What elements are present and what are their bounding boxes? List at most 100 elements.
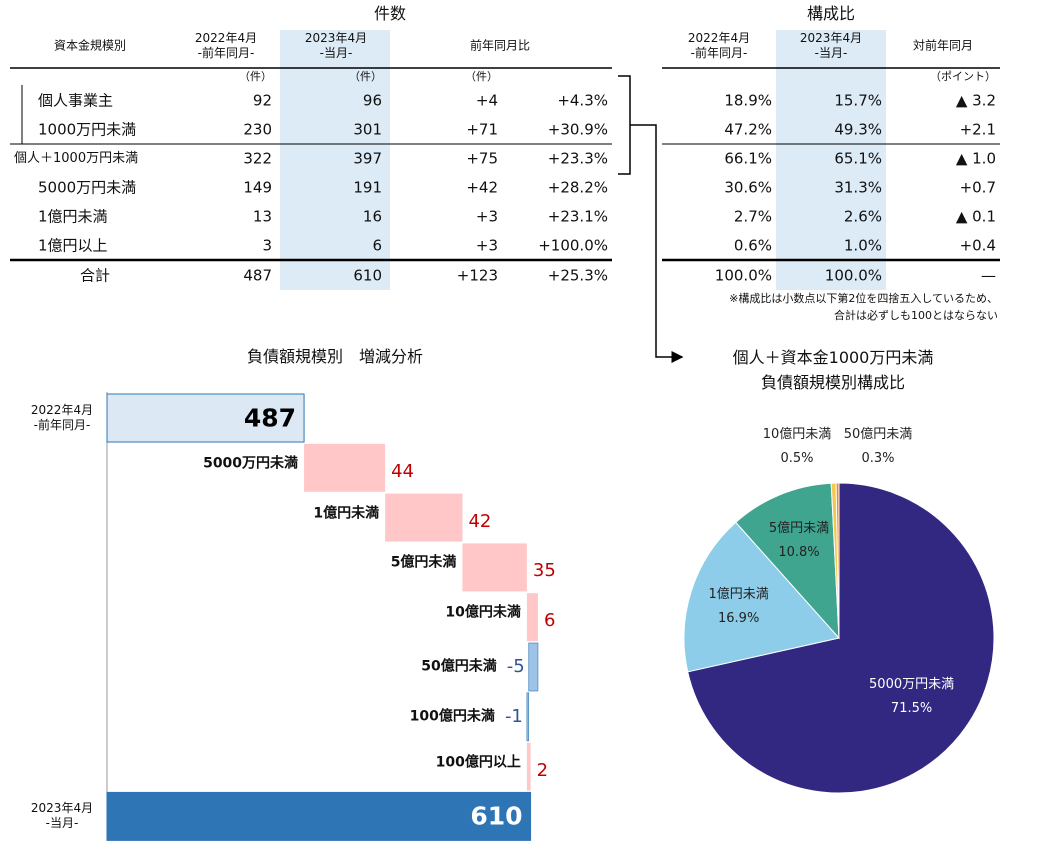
category-label: 50億円未満 — [421, 658, 497, 675]
cell: +75 — [466, 149, 498, 168]
cell: +123 — [456, 266, 498, 285]
unit-label: （件） — [239, 70, 272, 84]
value-label: 35 — [532, 560, 556, 582]
row-label: 個人＋1000万円未満 — [14, 150, 139, 166]
cell: +42 — [466, 178, 498, 197]
pie-slice — [835, 482, 840, 639]
cell: 96 — [362, 91, 382, 110]
pie-slice — [735, 482, 840, 640]
category-label: 5億円未満 — [390, 554, 457, 571]
step-bar — [526, 742, 531, 791]
cell: +100.0% — [538, 236, 608, 255]
value-label: 6 — [543, 609, 556, 631]
note: 合計は必ずしも100とはならない — [834, 309, 998, 323]
category-label: 100億円未満 — [409, 708, 495, 725]
slice-name: 50億円未満 — [843, 426, 913, 442]
cell: 487 — [243, 266, 272, 285]
cell: — — [981, 266, 996, 285]
cell: 65.1% — [834, 149, 882, 168]
cell: +0.4 — [959, 236, 996, 255]
category-label: 2023年4月 -当月- — [30, 801, 94, 831]
value-label: 2 — [536, 759, 549, 781]
slice-name: 5億円未満 — [768, 521, 830, 537]
cell: 301 — [353, 120, 382, 139]
total-bar — [106, 791, 532, 841]
slice-name: 1億円未満 — [708, 586, 769, 602]
cell: 92 — [252, 91, 272, 110]
slice-label: 0.3% — [861, 450, 895, 466]
cell: +71 — [466, 120, 498, 139]
cell: 47.2% — [724, 120, 772, 139]
cell: 191 — [353, 178, 382, 197]
chart-title: 負債額規模別 増減分析 — [246, 347, 424, 366]
table-header: 対前年同月 — [912, 38, 974, 53]
cell: +23.1% — [547, 207, 608, 226]
slice-label: 71.5% — [890, 701, 933, 717]
slice-name: 10億円未満 — [762, 426, 832, 442]
cell: +2.1 — [959, 120, 996, 139]
unit-label: （件） — [465, 70, 498, 84]
row-label: 5000万円未満 — [38, 178, 137, 197]
table-rules — [10, 67, 1000, 262]
category-label: 1億円未満 — [313, 504, 380, 521]
cell: +4.3% — [557, 91, 608, 110]
cell: 149 — [243, 178, 272, 197]
total-label: 610 — [470, 801, 523, 831]
cell: ▲ 3.2 — [955, 91, 996, 110]
cell: 1.0% — [843, 236, 882, 255]
slice-label: 10.8% — [778, 545, 820, 561]
slice-label: 0.5% — [780, 450, 814, 466]
row-label: 合計 — [79, 266, 111, 285]
value-label: 44 — [391, 460, 414, 482]
cell: +3 — [475, 207, 498, 226]
row-label: 1億円未満 — [38, 207, 108, 226]
slice-name: 5000万円未満 — [869, 677, 955, 693]
pie-slice — [683, 521, 840, 673]
cell: 322 — [243, 149, 272, 168]
cell: +0.7 — [959, 178, 996, 197]
unit-label: （ポイント） — [930, 70, 996, 84]
cell: 2.6% — [843, 207, 882, 226]
category-label: 5000万円未満 — [203, 455, 299, 472]
chart-title: 個人＋資本金1000万円未満 負債額規模別構成比 — [732, 348, 934, 392]
value-label: -5 — [506, 655, 525, 677]
cell: 6 — [372, 236, 382, 255]
cell: 16 — [362, 207, 382, 226]
step-bar — [304, 443, 386, 492]
cell: ▲ 1.0 — [955, 149, 996, 168]
table-header: 資本金規模別 — [53, 38, 127, 53]
cell: +4 — [475, 91, 498, 110]
cell: 13 — [252, 207, 272, 226]
row-label: 個人事業主 — [38, 91, 114, 110]
cell: 100.0% — [824, 266, 882, 285]
table-header: 2023年4月 -当月- — [799, 31, 863, 60]
value-label: 42 — [468, 510, 492, 532]
table-title: 件数 — [373, 4, 407, 23]
table-title: 構成比 — [806, 4, 856, 23]
step-bar — [462, 543, 527, 592]
cell: ▲ 0.1 — [955, 207, 996, 226]
cell: +23.3% — [547, 149, 608, 168]
total-label: 487 — [243, 403, 297, 433]
cell: 30.6% — [724, 178, 772, 197]
step-bar — [385, 493, 463, 542]
cell: 2.7% — [733, 207, 772, 226]
category-label: 10億円未満 — [445, 604, 521, 621]
category-label: 2022年4月 -前年同月- — [30, 403, 94, 432]
connector — [618, 75, 684, 363]
cell: +28.2% — [547, 178, 608, 197]
unit-label: （件） — [349, 70, 382, 84]
step-bar — [528, 642, 539, 692]
slice-label: 16.9% — [718, 610, 760, 626]
cell: 610 — [353, 266, 382, 285]
cell: 66.1% — [724, 149, 772, 168]
cell: +25.3% — [547, 266, 608, 285]
cell: +3 — [475, 236, 498, 255]
step-bar — [526, 692, 530, 742]
cell: 230 — [243, 120, 272, 139]
cell: 100.0% — [714, 266, 772, 285]
category-label: 100億円以上 — [435, 753, 521, 770]
highlight-column — [280, 30, 390, 290]
cell: 31.3% — [834, 178, 882, 197]
